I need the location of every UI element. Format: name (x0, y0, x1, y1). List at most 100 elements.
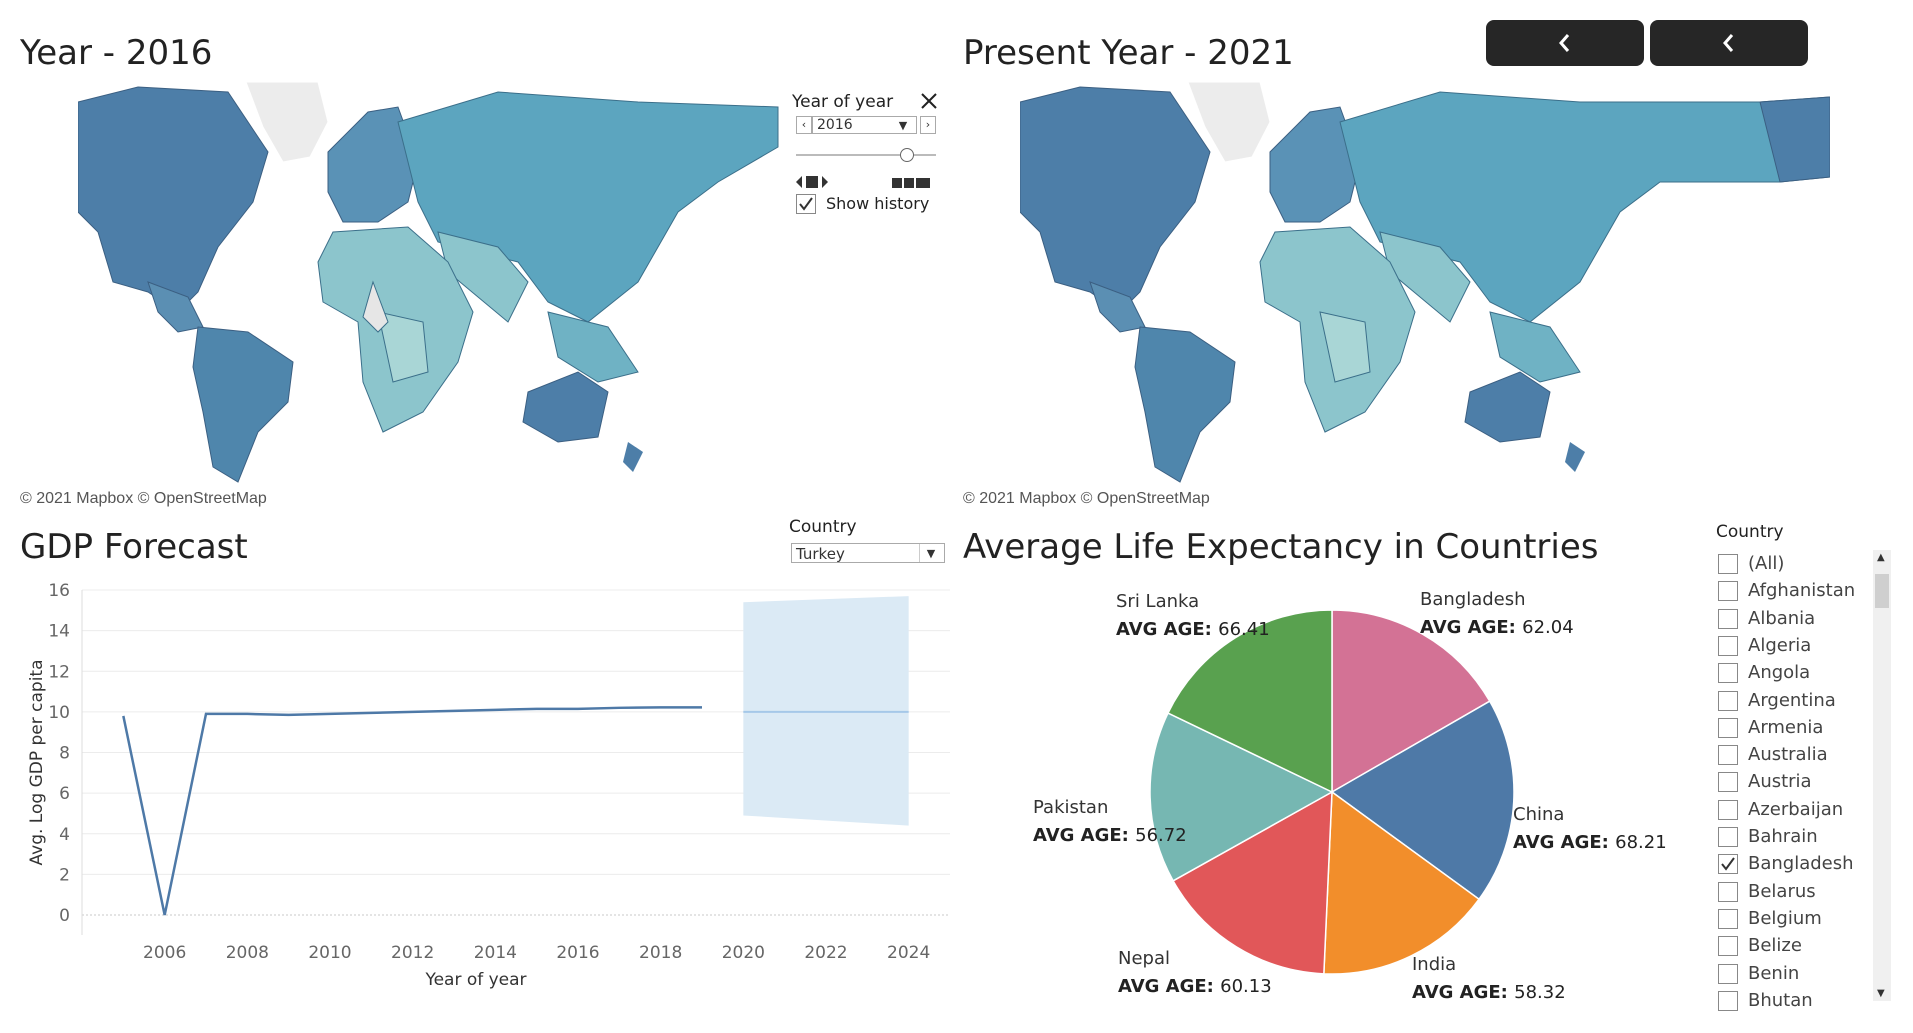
forecast-band (743, 596, 909, 826)
map-south-america (192, 326, 294, 483)
x-tick-label: 2006 (143, 943, 186, 963)
x-tick-label: 2018 (639, 943, 682, 963)
year-next-button[interactable]: › (920, 116, 936, 134)
y-tick-label: 16 (48, 581, 70, 601)
country-checkbox[interactable] (1718, 554, 1738, 574)
right-map-title: Present Year - 2021 (963, 33, 1294, 73)
life-expectancy-pie-chart[interactable]: Bangladesh AVG AGE: 62.04 China AVG AGE: 68… (1000, 575, 1680, 1015)
y-tick-label: 6 (59, 784, 70, 804)
pie-slice-label: India (1412, 954, 1456, 975)
pie-slice-value: AVG AGE: 56.72 (1033, 825, 1187, 846)
chevron-left-icon (1723, 34, 1734, 52)
country-label: Armenia (1748, 716, 1824, 738)
country-checkbox[interactable] (1718, 854, 1738, 875)
country-label: Albania (1748, 607, 1816, 629)
country-label: Austria (1748, 771, 1812, 793)
show-history-checkbox[interactable] (796, 194, 816, 214)
year-control-panel: Year of year ‹ 2016 ▼ › Show history (780, 86, 940, 216)
country-label: Belarus (1748, 880, 1816, 902)
pie-slice-nepal[interactable] (1172, 790, 1333, 975)
country-checkbox[interactable] (1718, 690, 1738, 711)
country-checkbox[interactable] (1718, 608, 1738, 629)
map-europe (327, 106, 419, 223)
x-tick-label: 2024 (887, 943, 930, 963)
map-greenland (245, 82, 329, 163)
pie-slice-value: AVG AGE: 60.13 (1118, 976, 1272, 997)
country-checkbox[interactable] (1718, 663, 1738, 684)
country-checkbox[interactable] (1718, 990, 1738, 1011)
country-checkbox[interactable] (1718, 799, 1738, 820)
scroll-down-icon[interactable]: ▼ (1877, 988, 1885, 999)
country-label: (All) (1748, 553, 1785, 574)
x-tick-label: 2022 (804, 943, 847, 963)
gdp-country-filter-label: Country (789, 517, 857, 537)
country-checkbox[interactable] (1718, 936, 1738, 957)
pie-slice-label: Nepal (1118, 948, 1170, 969)
gdp-country-select[interactable]: Turkey ▼ (791, 543, 945, 563)
back-button[interactable] (1486, 20, 1644, 66)
country-checkbox[interactable] (1718, 581, 1738, 602)
year-select[interactable]: 2016 ▼ (812, 116, 917, 134)
pie-slice-value: AVG AGE: 58.32 (1412, 982, 1566, 1003)
pie-slice-value: AVG AGE: 62.04 (1420, 617, 1574, 638)
year-prev-button[interactable]: ‹ (796, 116, 812, 134)
y-tick-label: 8 (59, 744, 70, 764)
year-slider-handle[interactable] (900, 148, 914, 162)
scroll-thumb[interactable] (1875, 574, 1889, 608)
show-history-label: Show history (826, 194, 930, 213)
playback-controls[interactable] (796, 174, 936, 190)
country-checkbox[interactable] (1718, 881, 1738, 902)
x-tick-label: 2016 (556, 943, 599, 963)
country-label: Belgium (1748, 907, 1822, 929)
map-north-america (78, 86, 269, 313)
x-tick-label: 2014 (474, 943, 517, 963)
country-checkbox[interactable] (1718, 963, 1738, 984)
pie-slice-value: AVG AGE: 68.21 (1513, 832, 1667, 853)
y-tick-label: 2 (59, 865, 70, 885)
chevron-down-icon: ▼ (919, 544, 942, 562)
chevron-left-icon (1559, 34, 1570, 52)
country-checkbox[interactable] (1718, 827, 1738, 847)
country-label: Belize (1748, 935, 1802, 957)
pie-slice-bangladesh[interactable] (1331, 609, 1491, 794)
country-checkbox[interactable] (1718, 635, 1738, 656)
country-label: Bhutan (1748, 989, 1813, 1011)
country-label: Benin (1748, 962, 1800, 984)
x-tick-label: 2010 (308, 943, 351, 963)
x-tick-label: 2008 (226, 943, 269, 963)
pie-slice-label: Sri Lanka (1116, 591, 1199, 612)
forward-button[interactable] (1650, 20, 1808, 66)
country-checkbox[interactable] (1718, 908, 1738, 929)
country-list-scrollbar[interactable]: ▲ ▼ (1873, 550, 1891, 1001)
pie-slice-label: Pakistan (1033, 797, 1108, 818)
country-checkbox[interactable] (1718, 717, 1738, 738)
country-label: Argentina (1748, 689, 1836, 711)
pie-slice-label: China (1513, 804, 1564, 825)
pie-slice-label: Bangladesh (1420, 589, 1526, 610)
country-label: Algeria (1748, 634, 1812, 656)
x-axis-label: Year of year (424, 970, 526, 990)
pie-slice-pakistan[interactable] (1149, 712, 1334, 882)
pie-slice-china[interactable] (1330, 700, 1515, 901)
map-attribution-left: © 2021 Mapbox © OpenStreetMap (20, 490, 267, 507)
pie-slice-india[interactable] (1323, 790, 1481, 975)
checkmark-icon (799, 197, 813, 211)
checkmark-icon (1721, 857, 1735, 871)
gdp-country-value: Turkey (796, 545, 845, 563)
gdp-forecast-chart[interactable]: 0 2 4 6 8 10 12 14 16 2006 2008 2010 2012 2014 2016 201… (20, 570, 960, 1010)
map-australia (522, 371, 609, 443)
x-tick-label: 2020 (722, 943, 765, 963)
country-checkbox[interactable] (1718, 745, 1738, 766)
pie-slice-value: AVG AGE: 66.41 (1116, 619, 1270, 640)
world-map-2021[interactable] (1020, 82, 1830, 487)
left-map-title: Year - 2016 (20, 33, 213, 73)
pie-slice-sri-lanka[interactable] (1167, 609, 1333, 794)
country-label: Bahrain (1748, 826, 1818, 847)
year-slider[interactable] (796, 154, 936, 156)
close-icon[interactable] (920, 92, 938, 110)
y-tick-label: 14 (48, 622, 70, 642)
scroll-up-icon[interactable]: ▲ (1877, 552, 1885, 563)
world-map-2016[interactable] (78, 82, 790, 487)
country-checkbox[interactable] (1718, 772, 1738, 793)
y-tick-label: 10 (48, 703, 70, 723)
